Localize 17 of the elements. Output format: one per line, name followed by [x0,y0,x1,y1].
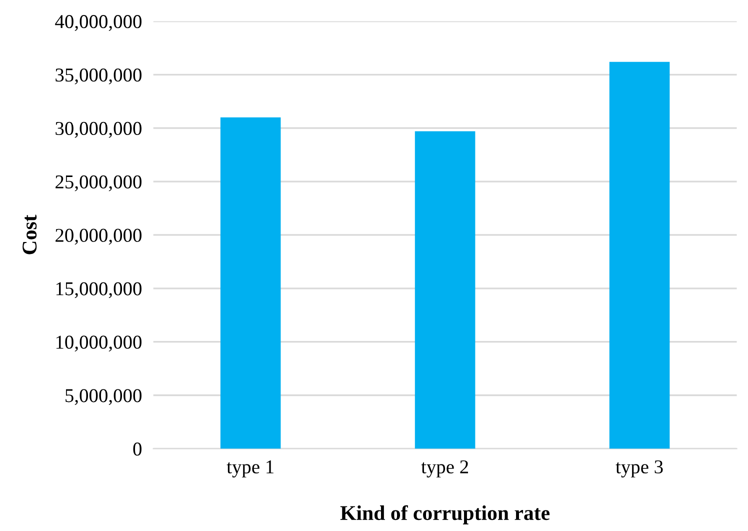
bar [414,131,476,449]
y-tick-label: 35,000,000 [56,68,142,84]
bar [220,117,281,449]
y-tick-label: 10,000,000 [56,336,142,352]
x-tick-label: type 2 [421,460,468,478]
y-tick-label: 25,000,000 [56,175,142,192]
y-tick-label: 30,000,000 [56,122,142,138]
y-tick-label: 20,000,000 [56,228,142,245]
x-axis-title: Kind of corruption rate [340,505,550,524]
y-tick-label: 15,000,000 [56,282,142,298]
x-tick-label: type 1 [226,460,274,478]
bar [609,62,670,449]
y-tick-label: 5,000,000 [66,389,142,405]
x-tick-label: type 3 [616,460,663,478]
y-tick-label: 40,000,000 [55,15,142,31]
y-tick-label: 0 [133,442,142,456]
y-axis-title: Cost [22,214,37,254]
